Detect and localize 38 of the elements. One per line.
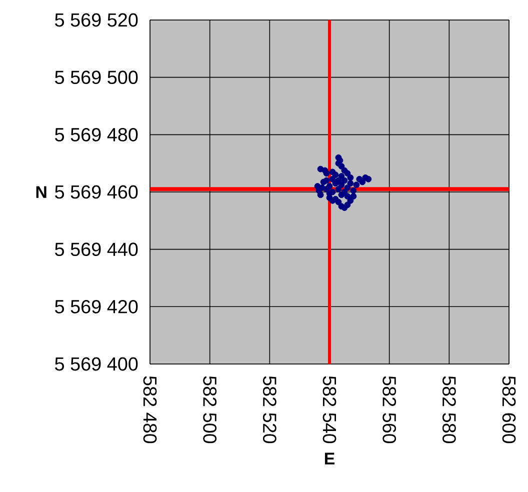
x-tick-label: 582 500 [203,376,217,444]
point [323,186,330,192]
y-axis-title: N [36,186,46,198]
x-tick-label: 582 520 [262,376,276,444]
y-tick-label: 5 569 460 [55,185,138,199]
x-tick-label: 582 580 [442,376,456,444]
y-tick-label: 5 569 440 [55,242,138,256]
x-tick-label: 582 480 [143,376,157,444]
point [317,192,324,198]
x-tick-label: 582 540 [322,376,336,444]
y-tick-label: 5 569 420 [55,300,138,314]
point [365,176,372,182]
point [353,182,360,188]
point [347,197,354,204]
point [323,170,330,177]
y-tick-label: 5 569 520 [55,13,138,27]
point [341,177,348,184]
point [335,186,342,192]
point [347,180,354,187]
point [347,174,354,181]
y-tick-label: 5 569 480 [55,128,138,142]
x-tick-label: 582 600 [502,376,516,444]
point [332,172,339,178]
point [359,178,366,186]
x-tick-label: 582 560 [382,376,396,444]
point [338,163,345,170]
point [344,170,351,177]
point [344,202,351,208]
point [323,177,330,184]
point [332,196,339,202]
point [329,176,336,182]
point [350,193,357,200]
point [338,192,345,198]
y-tick-label: 5 569 500 [55,70,138,84]
x-axis-title: E [324,452,334,464]
point [335,177,342,184]
y-tick-label: 5 569 400 [55,357,138,371]
point [350,187,357,194]
